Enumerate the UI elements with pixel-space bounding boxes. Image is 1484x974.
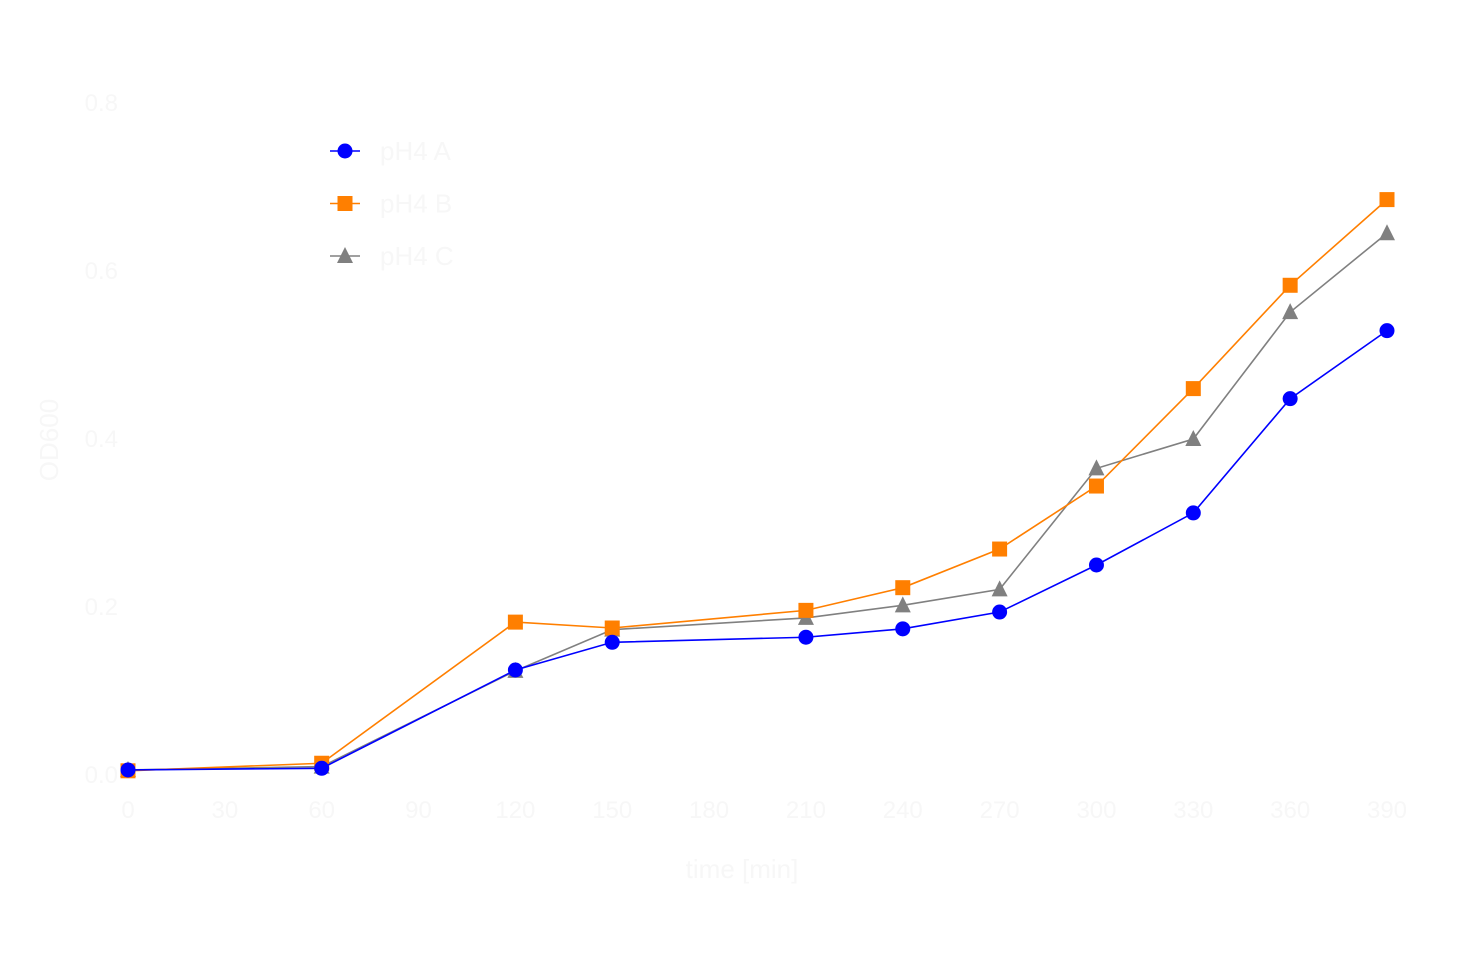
circle-marker (992, 604, 1008, 620)
circle-marker (314, 760, 330, 776)
triangle-marker (1282, 303, 1299, 320)
x-tick-label: 270 (980, 797, 1020, 824)
square-marker (604, 620, 620, 636)
x-tick-label: 60 (308, 797, 335, 824)
x-tick-label: 150 (592, 797, 632, 824)
circle-marker (895, 621, 911, 637)
square-marker (895, 580, 911, 596)
series-ph4-b (120, 192, 1395, 779)
square-marker (337, 196, 353, 211)
series-ph4-a (120, 323, 1395, 778)
x-tick-label: 300 (1076, 797, 1116, 824)
y-tick-label: 0.6 (85, 258, 118, 285)
series-line (127, 329, 1388, 771)
triangle-marker (991, 580, 1008, 597)
x-tick-label: 90 (405, 797, 432, 824)
x-tick-label: 360 (1270, 797, 1310, 824)
y-tick-label: 0.2 (85, 594, 118, 621)
x-tick-label: 0 (121, 797, 134, 824)
x-tick-label: 390 (1367, 797, 1407, 824)
legend-label: pH4 A (380, 136, 451, 166)
legend-label: pH4 C (380, 241, 454, 271)
circle-marker (1185, 505, 1201, 521)
x-tick-label: 30 (211, 797, 238, 824)
legend-label: pH4 B (380, 189, 452, 219)
circle-marker (120, 762, 136, 778)
y-axis-label: OD600 (34, 399, 64, 481)
x-tick-label: 210 (786, 797, 826, 824)
square-marker (798, 602, 814, 618)
circle-marker (507, 662, 523, 678)
circle-marker (337, 143, 353, 159)
legend: pH4 A pH4 B pH4 C (330, 136, 454, 271)
circle-marker (604, 634, 620, 650)
triangle-marker (1379, 224, 1395, 241)
circle-marker (1282, 391, 1298, 407)
x-axis-label: time [min] (686, 854, 799, 884)
legend-item: pH4 A (330, 136, 451, 166)
square-marker (507, 614, 523, 630)
x-tick-label: 240 (883, 797, 923, 824)
circle-marker (1379, 323, 1395, 339)
triangle-marker (337, 247, 353, 263)
square-marker (992, 541, 1008, 557)
x-tick-label: 330 (1173, 797, 1213, 824)
series-line (127, 199, 1388, 772)
y-tick-label: 0.4 (85, 426, 118, 453)
legend-item: pH4 C (330, 241, 454, 271)
square-marker (1282, 277, 1298, 293)
square-marker (1185, 381, 1201, 397)
circle-marker (798, 629, 814, 645)
triangle-marker (1185, 430, 1202, 446)
y-tick-label: 0.0 (85, 762, 118, 789)
triangle-marker (894, 596, 911, 613)
y-tick-label: 0.8 (85, 90, 118, 117)
axes: 0 30 60 90 120 150 180 210 240 270 300 330 360 390 0.0… (85, 90, 1407, 824)
square-marker (1088, 478, 1104, 494)
triangle-marker (1088, 459, 1105, 476)
circle-marker (1088, 557, 1104, 573)
series-line (127, 232, 1388, 771)
x-tick-label: 120 (495, 797, 535, 824)
x-tick-label: 180 (689, 797, 729, 824)
legend-item: pH4 B (330, 189, 452, 219)
square-marker (1379, 192, 1395, 208)
series-layer (120, 192, 1395, 779)
